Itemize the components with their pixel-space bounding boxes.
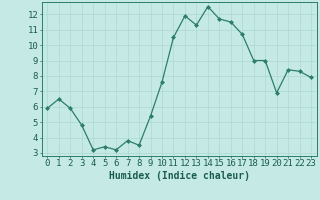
X-axis label: Humidex (Indice chaleur): Humidex (Indice chaleur)	[109, 171, 250, 181]
